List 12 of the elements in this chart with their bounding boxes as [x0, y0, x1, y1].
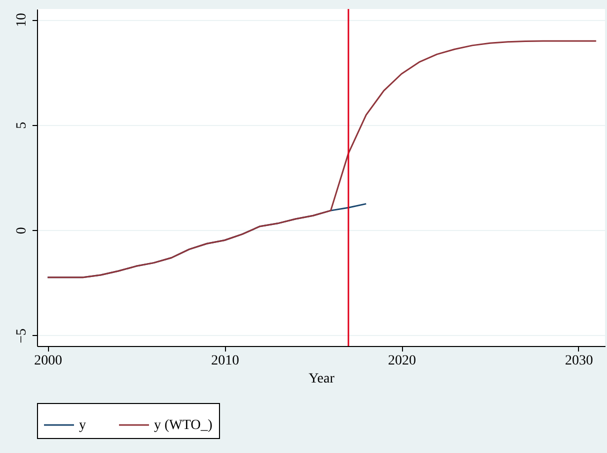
- y-tick-label: 0: [14, 227, 30, 234]
- x-tick-label: 2030: [564, 354, 593, 368]
- y-tick-label: −5: [14, 328, 30, 344]
- legend-label: y: [79, 418, 86, 433]
- x-axis-title: Year: [308, 372, 335, 386]
- y-tick-label: 5: [14, 122, 30, 129]
- x-tick-label: 2000: [34, 354, 62, 368]
- legend-label: y (WTO_): [154, 418, 213, 433]
- x-tick-label: 2010: [211, 354, 240, 368]
- x-tick-label: 2020: [388, 354, 416, 368]
- y-tick-label: 10: [14, 13, 30, 28]
- line-series: [46, 40, 597, 278]
